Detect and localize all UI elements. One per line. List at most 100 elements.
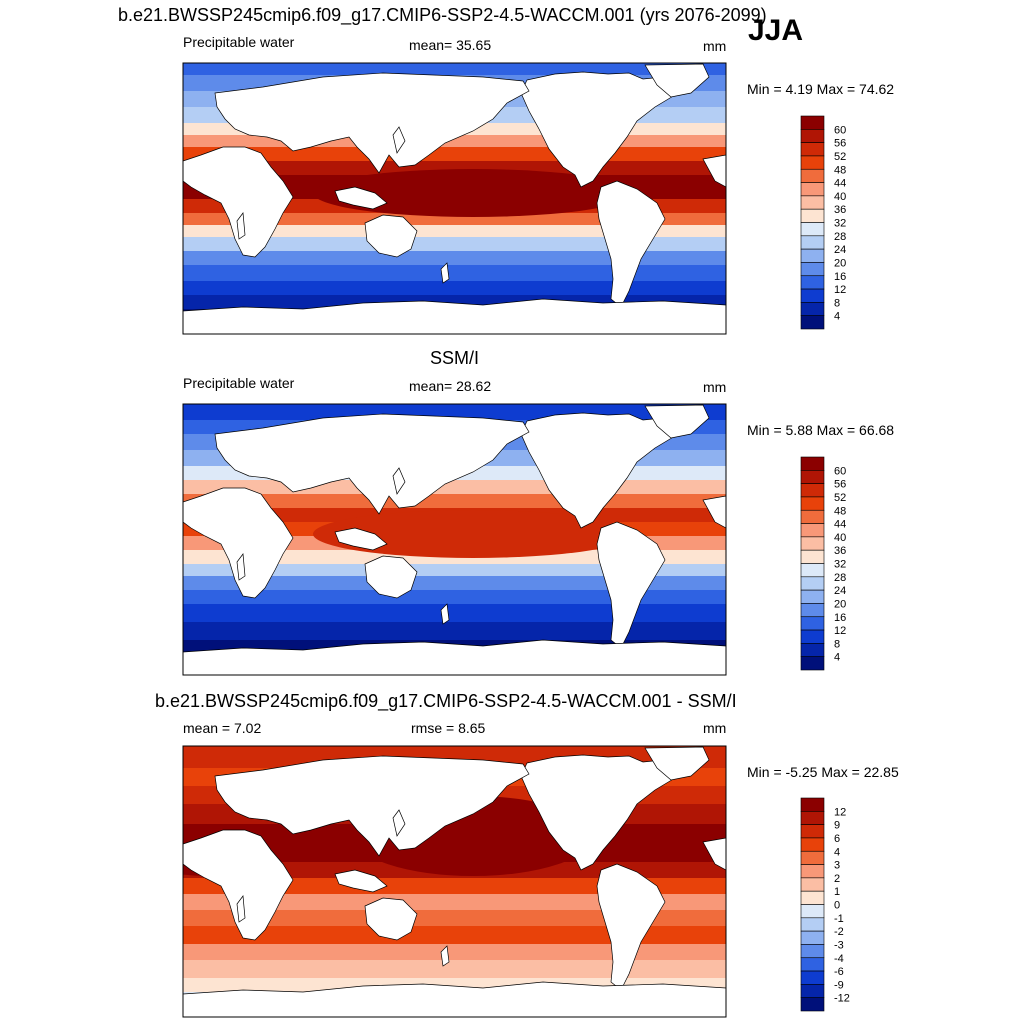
colorbar-swatch — [800, 824, 825, 839]
field-band — [183, 878, 726, 895]
antarctica-land — [183, 639, 726, 675]
colorbar-swatch — [800, 837, 825, 852]
antarctica-land — [183, 298, 726, 334]
field-band — [183, 237, 726, 252]
colorbar-tick-label: 4 — [834, 311, 840, 323]
colorbar-swatch — [800, 890, 825, 905]
colorbar-swatch — [800, 536, 825, 551]
antarctica-land — [183, 981, 726, 1017]
map-panel-3 — [183, 746, 726, 1017]
colorbar-swatch — [800, 603, 825, 618]
colorbar-swatch — [800, 142, 825, 157]
panel-1-units-label: mm — [703, 38, 727, 54]
australia-land — [364, 897, 418, 941]
field-band — [183, 63, 726, 76]
field-band — [183, 960, 726, 979]
north-america-land — [520, 412, 694, 529]
colorbar-swatch — [800, 997, 825, 1012]
colorbar-swatch — [800, 629, 825, 644]
colorbar-tick-label: -6 — [834, 966, 844, 978]
colorbar-tick-label: 6 — [834, 833, 840, 845]
colorbar-tick-label: 8 — [834, 638, 840, 650]
north-america-land — [520, 71, 694, 188]
colorbar-tick-label: -4 — [834, 953, 844, 965]
colorbar-swatch — [800, 483, 825, 498]
colorbar-tick-label: 28 — [834, 572, 846, 584]
colorbar-tick-label: 40 — [834, 532, 846, 544]
colorbar-tick-label: 1 — [834, 886, 840, 898]
africa-east-land — [702, 495, 726, 529]
colorbar-swatch — [800, 930, 825, 945]
colorbar-swatch — [800, 195, 825, 210]
map-frame — [182, 745, 727, 1018]
colorbar-swatch — [800, 456, 825, 471]
colorbar-tick-label: 2 — [834, 873, 840, 885]
colorbar-tick-label: 20 — [834, 598, 846, 610]
colorbar-tick-label: 24 — [834, 585, 846, 597]
africa-land — [183, 829, 294, 941]
europe-asia-land — [214, 755, 530, 857]
field-band — [183, 213, 726, 226]
colorbar-swatch — [800, 182, 825, 197]
colorbar-swatch — [800, 811, 825, 825]
colorbar-swatch — [800, 589, 825, 604]
new-zealand-land — [440, 603, 450, 625]
colorbar-tick-label: 9 — [834, 820, 840, 832]
panel-2-variable-label: Precipitable water — [183, 375, 295, 391]
south-america-land — [596, 521, 666, 649]
colorbar-tick-label: 52 — [834, 492, 846, 504]
colorbar-tick-label: 3 — [834, 860, 840, 872]
colorbar-swatch — [800, 616, 825, 631]
colorbar-tick-label: -2 — [834, 926, 844, 938]
colorbar-tick-label: 4 — [834, 652, 840, 664]
greenland-land — [644, 63, 710, 98]
colorbar-tick-label: 40 — [834, 191, 846, 203]
europe-asia-land — [214, 72, 530, 174]
panel-2-mean-label: mean= 28.62 — [409, 378, 492, 394]
colorbar-tick-label: 24 — [834, 244, 846, 256]
colorbar-swatch — [800, 496, 825, 511]
indonesia-land — [334, 869, 388, 893]
colorbar-swatch — [800, 643, 825, 657]
japan-land — [392, 809, 406, 837]
colorbar-swatch — [800, 877, 825, 892]
warm-pool — [313, 169, 633, 217]
field-band — [183, 590, 726, 605]
madagascar-land — [236, 553, 246, 581]
field-band — [183, 894, 726, 911]
colorbar-tick-label: 48 — [834, 164, 846, 176]
field-band — [183, 926, 726, 945]
colorbar-swatch — [800, 850, 825, 865]
colorbar-swatch — [800, 563, 825, 578]
map-panel-1 — [183, 63, 726, 334]
africa-east-land — [702, 154, 726, 188]
colorbar-tick-label: -9 — [834, 979, 844, 991]
colorbar-tick-label: -12 — [834, 993, 850, 1005]
colorbar-tick-label: 60 — [834, 465, 846, 477]
europe-asia-land — [214, 413, 530, 515]
south-america-land — [596, 863, 666, 991]
panel-2-title: SSM/I — [430, 348, 480, 368]
colorbar-swatch — [800, 509, 825, 524]
panel-3-title: b.e21.BWSSP245cmip6.f09_g17.CMIP6-SSP2-4… — [155, 691, 737, 711]
colorbar-swatch — [800, 235, 825, 250]
panel-1-mean-label: mean= 35.65 — [409, 37, 492, 53]
colorbar-tick-label: 20 — [834, 257, 846, 269]
colorbar-tick-label: 44 — [834, 519, 846, 531]
map-panel-2 — [183, 404, 726, 675]
field-band — [183, 564, 726, 577]
field-band — [183, 622, 726, 641]
colorbar-swatch — [800, 470, 825, 484]
colorbar-swatch — [800, 275, 825, 290]
colorbar-swatch — [800, 302, 825, 316]
colorbar-tick-label: 56 — [834, 479, 846, 491]
colorbar-swatch — [800, 904, 825, 919]
field-band — [183, 251, 726, 266]
colorbar-tick-label: 4 — [834, 846, 840, 858]
colorbar-swatch — [800, 984, 825, 998]
colorbar-swatch — [800, 208, 825, 223]
field-band — [183, 576, 726, 591]
colorbar-swatch — [800, 262, 825, 277]
colorbar-swatch — [800, 944, 825, 959]
madagascar-land — [236, 895, 246, 923]
